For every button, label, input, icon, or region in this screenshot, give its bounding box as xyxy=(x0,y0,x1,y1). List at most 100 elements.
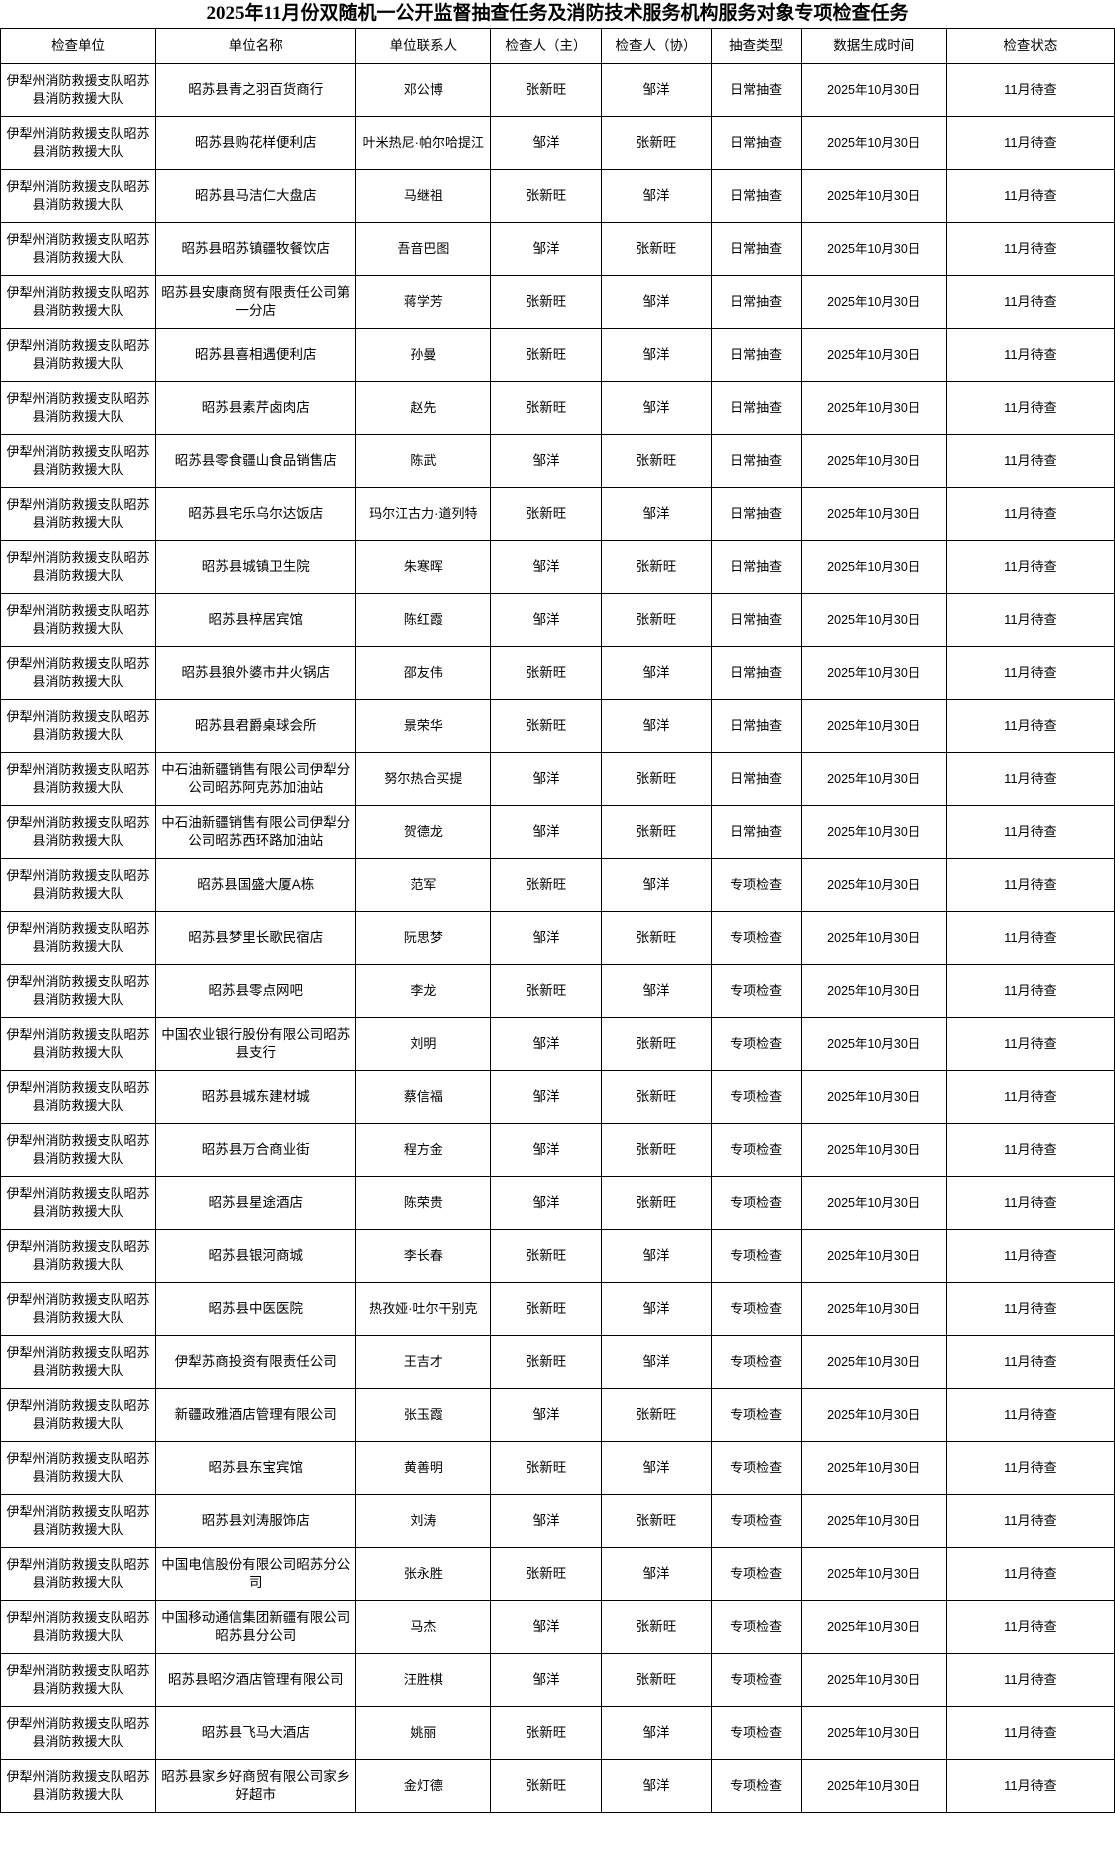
cell-inspector-assist: 张新旺 xyxy=(600,116,712,170)
cell-generated-time: 2025年10月30日 xyxy=(800,1017,947,1071)
cell-contact-person: 邵友伟 xyxy=(355,646,492,700)
table-row: 伊犁州消防救援支队昭苏县消防救援大队 昭苏县星途酒店 陈荣贵 邹洋 张新旺 专项检查 202… xyxy=(0,1176,1115,1230)
cell-sampling-type: 专项检查 xyxy=(710,1388,802,1442)
cell-sampling-type: 专项检查 xyxy=(710,1547,802,1601)
cell-inspector-main: 邹洋 xyxy=(490,911,602,965)
cell-inspector-assist: 张新旺 xyxy=(600,1070,712,1124)
table-row: 伊犁州消防救援支队昭苏县消防救援大队 昭苏县昭汐酒店管理有限公司 汪胜棋 邹洋 张新旺专… xyxy=(0,1653,1115,1707)
cell-inspector-main: 张新旺 xyxy=(490,487,602,541)
table-row: 伊犁州消防救援支队昭苏县消防救援大队 昭苏县喜相遇便利店 孙曼 张新旺 邹洋 日常抽查 20… xyxy=(0,328,1115,382)
cell-sampling-type: 专项检查 xyxy=(710,1176,802,1230)
cell-sampling-type: 专项检查 xyxy=(710,964,802,1018)
cell-inspection-unit: 伊犁州消防救援支队昭苏县消防救援大队 xyxy=(0,1388,157,1442)
cell-inspection-unit: 伊犁州消防救援支队昭苏县消防救援大队 xyxy=(0,1282,157,1336)
cell-contact-person: 蔡信福 xyxy=(355,1070,492,1124)
cell-inspector-assist: 邹洋 xyxy=(600,487,712,541)
cell-generated-time: 2025年10月30日 xyxy=(800,699,947,753)
cell-entity-name: 昭苏县东宝宾馆 xyxy=(155,1441,357,1495)
cell-contact-person: 马继祖 xyxy=(355,169,492,223)
cell-inspection-unit: 伊犁州消防救援支队昭苏县消防救援大队 xyxy=(0,1706,157,1760)
cell-inspector-assist: 张新旺 xyxy=(600,1176,712,1230)
table-row: 伊犁州消防救援支队昭苏县消防救援大队 昭苏县万合商业街 程方金 邹洋 张新旺 专项检查 20… xyxy=(0,1123,1115,1177)
cell-generated-time: 2025年10月30日 xyxy=(800,858,947,912)
cell-sampling-type: 专项检查 xyxy=(710,911,802,965)
cell-entity-name: 新疆政雅酒店管理有限公司 xyxy=(155,1388,357,1442)
cell-inspection-unit: 伊犁州消防救援支队昭苏县消防救援大队 xyxy=(0,169,157,223)
cell-inspection-unit: 伊犁州消防救援支队昭苏县消防救援大队 xyxy=(0,752,157,806)
cell-generated-time: 2025年10月30日 xyxy=(800,964,947,1018)
cell-entity-name: 昭苏县购花样便利店 xyxy=(155,116,357,170)
table-row: 伊犁州消防救援支队昭苏县消防救援大队 昭苏县东宝宾馆 黄善明 张新旺 邹洋 专项检查 202… xyxy=(0,1441,1115,1495)
cell-entity-name: 昭苏县君爵桌球会所 xyxy=(155,699,357,753)
cell-inspection-unit: 伊犁州消防救援支队昭苏县消防救援大队 xyxy=(0,1017,157,1071)
cell-inspector-assist: 邹洋 xyxy=(600,1335,712,1389)
cell-generated-time: 2025年10月30日 xyxy=(800,1388,947,1442)
cell-inspector-main: 邹洋 xyxy=(490,1176,602,1230)
column-header-inspection-unit: 检查单位 xyxy=(0,28,157,64)
cell-sampling-type: 日常抽查 xyxy=(710,275,802,329)
cell-contact-person: 程方金 xyxy=(355,1123,492,1177)
inspection-task-table: 检查单位 单位名称 单位联系人 检查人（主） 检查人（协） 抽查类型 数据生成时… xyxy=(0,28,1115,1813)
cell-inspector-assist: 邹洋 xyxy=(600,1282,712,1336)
cell-inspection-status: 11月待查 xyxy=(945,1335,1115,1389)
cell-inspector-main: 张新旺 xyxy=(490,328,602,382)
cell-sampling-type: 日常抽查 xyxy=(710,63,802,117)
cell-generated-time: 2025年10月30日 xyxy=(800,911,947,965)
table-row: 伊犁州消防救援支队昭苏县消防救援大队 中国电信股份有限公司昭苏分公司 张永胜 张新旺邹… xyxy=(0,1547,1115,1601)
table-row: 伊犁州消防救援支队昭苏县消防救援大队 伊犁苏商投资有限责任公司 王吉才 张新旺 邹洋 专项… xyxy=(0,1335,1115,1389)
cell-entity-name: 昭苏县昭汐酒店管理有限公司 xyxy=(155,1653,357,1707)
cell-contact-person: 马杰 xyxy=(355,1600,492,1654)
cell-inspector-main: 张新旺 xyxy=(490,1282,602,1336)
cell-inspection-status: 11月待查 xyxy=(945,1282,1115,1336)
cell-inspector-assist: 邹洋 xyxy=(600,328,712,382)
cell-inspector-assist: 张新旺 xyxy=(600,593,712,647)
column-header-entity-name: 单位名称 xyxy=(155,28,357,64)
cell-contact-person: 陈武 xyxy=(355,434,492,488)
cell-inspection-unit: 伊犁州消防救援支队昭苏县消防救援大队 xyxy=(0,1653,157,1707)
cell-generated-time: 2025年10月30日 xyxy=(800,540,947,594)
cell-sampling-type: 专项检查 xyxy=(710,1706,802,1760)
cell-entity-name: 昭苏县青之羽百货商行 xyxy=(155,63,357,117)
cell-inspector-assist: 邹洋 xyxy=(600,1706,712,1760)
cell-inspection-status: 11月待查 xyxy=(945,1706,1115,1760)
cell-inspection-unit: 伊犁州消防救援支队昭苏县消防救援大队 xyxy=(0,1600,157,1654)
cell-inspection-unit: 伊犁州消防救援支队昭苏县消防救援大队 xyxy=(0,222,157,276)
cell-entity-name: 昭苏县梦里长歌民宿店 xyxy=(155,911,357,965)
cell-contact-person: 赵先 xyxy=(355,381,492,435)
cell-sampling-type: 专项检查 xyxy=(710,1441,802,1495)
cell-inspection-status: 11月待查 xyxy=(945,381,1115,435)
cell-entity-name: 昭苏县城镇卫生院 xyxy=(155,540,357,594)
cell-sampling-type: 专项检查 xyxy=(710,1759,802,1813)
cell-inspector-assist: 邹洋 xyxy=(600,169,712,223)
cell-inspector-main: 张新旺 xyxy=(490,1229,602,1283)
cell-inspection-unit: 伊犁州消防救援支队昭苏县消防救援大队 xyxy=(0,1441,157,1495)
cell-inspection-unit: 伊犁州消防救援支队昭苏县消防救援大队 xyxy=(0,1494,157,1548)
cell-sampling-type: 日常抽查 xyxy=(710,222,802,276)
cell-inspection-status: 11月待查 xyxy=(945,1441,1115,1495)
cell-sampling-type: 专项检查 xyxy=(710,1335,802,1389)
table-row: 伊犁州消防救援支队昭苏县消防救援大队 昭苏县家乡好商贸有限公司家乡好超市 金灯德 张新… xyxy=(0,1759,1115,1813)
cell-contact-person: 金灯德 xyxy=(355,1759,492,1813)
cell-contact-person: 贺德龙 xyxy=(355,805,492,859)
cell-generated-time: 2025年10月30日 xyxy=(800,646,947,700)
cell-inspector-main: 张新旺 xyxy=(490,1441,602,1495)
cell-inspection-unit: 伊犁州消防救援支队昭苏县消防救援大队 xyxy=(0,1759,157,1813)
cell-inspection-status: 11月待查 xyxy=(945,1388,1115,1442)
cell-entity-name: 昭苏县星途酒店 xyxy=(155,1176,357,1230)
cell-inspection-unit: 伊犁州消防救援支队昭苏县消防救援大队 xyxy=(0,1123,157,1177)
cell-generated-time: 2025年10月30日 xyxy=(800,434,947,488)
cell-sampling-type: 日常抽查 xyxy=(710,699,802,753)
cell-entity-name: 昭苏县零点网吧 xyxy=(155,964,357,1018)
cell-inspection-unit: 伊犁州消防救援支队昭苏县消防救援大队 xyxy=(0,964,157,1018)
cell-inspector-main: 邹洋 xyxy=(490,116,602,170)
cell-inspection-unit: 伊犁州消防救援支队昭苏县消防救援大队 xyxy=(0,858,157,912)
cell-inspector-assist: 邹洋 xyxy=(600,699,712,753)
cell-entity-name: 中国农业银行股份有限公司昭苏县支行 xyxy=(155,1017,357,1071)
cell-inspector-assist: 邹洋 xyxy=(600,646,712,700)
cell-generated-time: 2025年10月30日 xyxy=(800,1229,947,1283)
cell-entity-name: 昭苏县家乡好商贸有限公司家乡好超市 xyxy=(155,1759,357,1813)
cell-contact-person: 孙曼 xyxy=(355,328,492,382)
cell-generated-time: 2025年10月30日 xyxy=(800,169,947,223)
cell-generated-time: 2025年10月30日 xyxy=(800,1653,947,1707)
